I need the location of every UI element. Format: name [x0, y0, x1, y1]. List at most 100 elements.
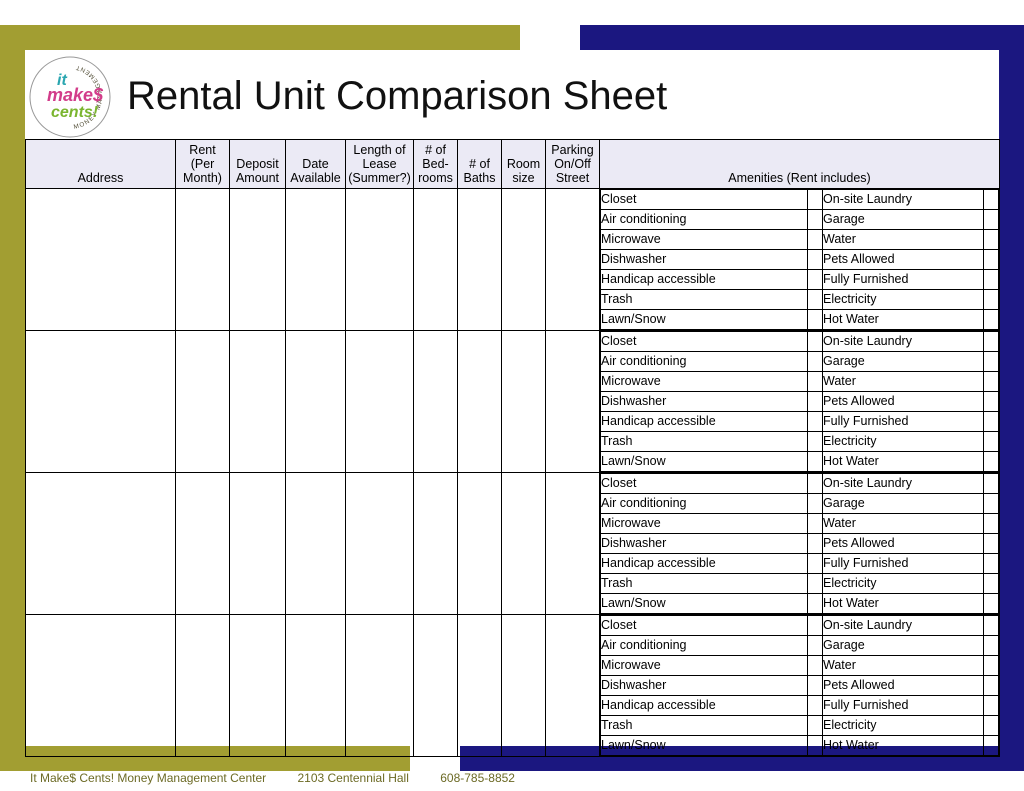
cell[interactable] [502, 473, 546, 615]
amenity-checkbox[interactable] [808, 290, 823, 310]
amenity-checkbox[interactable] [984, 392, 999, 412]
cell[interactable] [414, 473, 458, 615]
cell[interactable] [286, 189, 346, 331]
amenity-checkbox[interactable] [808, 656, 823, 676]
cell[interactable] [414, 331, 458, 473]
cell[interactable] [176, 331, 230, 473]
cell[interactable] [502, 615, 546, 757]
amenity-checkbox[interactable] [808, 534, 823, 554]
amenity-checkbox[interactable] [984, 290, 999, 310]
logo: MONEY MANAGEMENT CENTER it make$ cents! [25, 54, 115, 139]
cell[interactable] [458, 331, 502, 473]
amenity-checkbox[interactable] [808, 412, 823, 432]
amenity-label: Handicap accessible [601, 412, 808, 432]
cell[interactable] [458, 473, 502, 615]
amenity-checkbox[interactable] [984, 250, 999, 270]
amenity-checkbox[interactable] [808, 230, 823, 250]
cell[interactable] [414, 189, 458, 331]
cell[interactable] [502, 331, 546, 473]
amenity-checkbox[interactable] [808, 250, 823, 270]
amenity-checkbox[interactable] [984, 432, 999, 452]
amenity-checkbox[interactable] [808, 210, 823, 230]
cell[interactable] [286, 473, 346, 615]
cell[interactable] [176, 473, 230, 615]
cell[interactable] [26, 331, 176, 473]
cell[interactable] [286, 331, 346, 473]
amenity-checkbox[interactable] [808, 372, 823, 392]
cell[interactable] [546, 331, 600, 473]
cell[interactable] [176, 615, 230, 757]
amenity-checkbox[interactable] [808, 432, 823, 452]
cell[interactable] [346, 615, 414, 757]
amenity-checkbox[interactable] [808, 332, 823, 352]
amenity-checkbox[interactable] [808, 574, 823, 594]
amenity-checkbox[interactable] [984, 270, 999, 290]
amenity-label: Air conditioning [601, 210, 808, 230]
amenity-checkbox[interactable] [984, 574, 999, 594]
col-header: Room size [502, 140, 546, 189]
amenity-checkbox[interactable] [984, 534, 999, 554]
amenity-checkbox[interactable] [984, 616, 999, 636]
amenity-checkbox[interactable] [984, 696, 999, 716]
amenity-checkbox[interactable] [984, 736, 999, 756]
cell[interactable] [26, 189, 176, 331]
amenity-checkbox[interactable] [984, 594, 999, 614]
amenity-checkbox[interactable] [984, 372, 999, 392]
cell[interactable] [230, 473, 286, 615]
amenity-checkbox[interactable] [808, 452, 823, 472]
cell[interactable] [230, 189, 286, 331]
cell[interactable] [502, 189, 546, 331]
cell[interactable] [346, 189, 414, 331]
amenity-checkbox[interactable] [808, 594, 823, 614]
cell[interactable] [546, 615, 600, 757]
amenity-checkbox[interactable] [808, 270, 823, 290]
cell[interactable] [176, 189, 230, 331]
amenity-checkbox[interactable] [808, 616, 823, 636]
amenity-label: Hot Water [823, 310, 984, 330]
amenity-checkbox[interactable] [808, 392, 823, 412]
cell[interactable] [414, 615, 458, 757]
cell[interactable] [230, 331, 286, 473]
cell[interactable] [346, 473, 414, 615]
amenity-checkbox[interactable] [984, 474, 999, 494]
amenity-checkbox[interactable] [984, 352, 999, 372]
cell[interactable] [546, 473, 600, 615]
amenity-checkbox[interactable] [984, 190, 999, 210]
amenity-checkbox[interactable] [808, 310, 823, 330]
amenity-checkbox[interactable] [808, 554, 823, 574]
cell[interactable] [230, 615, 286, 757]
amenity-checkbox[interactable] [984, 310, 999, 330]
amenity-checkbox[interactable] [984, 210, 999, 230]
amenity-label: Pets Allowed [823, 392, 984, 412]
amenity-checkbox[interactable] [984, 676, 999, 696]
amenity-label: Microwave [601, 230, 808, 250]
cell[interactable] [26, 473, 176, 615]
amenity-checkbox[interactable] [808, 352, 823, 372]
cell[interactable] [26, 615, 176, 757]
cell[interactable] [346, 331, 414, 473]
amenity-checkbox[interactable] [984, 332, 999, 352]
amenity-checkbox[interactable] [808, 514, 823, 534]
amenity-checkbox[interactable] [808, 696, 823, 716]
amenity-checkbox[interactable] [984, 636, 999, 656]
amenity-checkbox[interactable] [808, 190, 823, 210]
amenity-checkbox[interactable] [984, 412, 999, 432]
amenity-checkbox[interactable] [984, 514, 999, 534]
amenity-label: Closet [601, 616, 808, 636]
cell[interactable] [458, 615, 502, 757]
amenity-checkbox[interactable] [808, 716, 823, 736]
cell[interactable] [458, 189, 502, 331]
amenity-checkbox[interactable] [808, 676, 823, 696]
cell[interactable] [546, 189, 600, 331]
amenity-checkbox[interactable] [808, 494, 823, 514]
amenity-checkbox[interactable] [808, 474, 823, 494]
amenity-checkbox[interactable] [808, 736, 823, 756]
cell[interactable] [286, 615, 346, 757]
amenity-checkbox[interactable] [808, 636, 823, 656]
amenity-checkbox[interactable] [984, 554, 999, 574]
amenity-checkbox[interactable] [984, 656, 999, 676]
amenity-checkbox[interactable] [984, 494, 999, 514]
amenity-checkbox[interactable] [984, 716, 999, 736]
amenity-checkbox[interactable] [984, 452, 999, 472]
amenity-checkbox[interactable] [984, 230, 999, 250]
